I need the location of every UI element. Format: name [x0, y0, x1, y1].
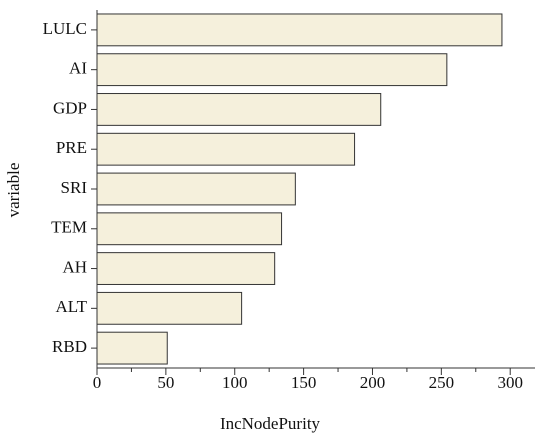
y-tick-label: TEM: [51, 218, 87, 237]
y-tick-label: ALT: [56, 297, 88, 316]
bar: [96, 13, 503, 47]
x-tick-label: 300: [497, 373, 523, 392]
x-tick-label: 250: [429, 373, 455, 392]
x-tick-label: 0: [93, 373, 102, 392]
y-tick-label: RBD: [52, 337, 87, 356]
y-tick-label: PRE: [56, 138, 87, 157]
bar: [96, 291, 243, 325]
x-tick-label: 100: [222, 373, 248, 392]
bar: [96, 212, 283, 246]
y-tick-label: LULC: [43, 19, 87, 38]
y-tick-label: GDP: [53, 98, 87, 117]
bar: [96, 252, 276, 285]
bar: [96, 53, 448, 87]
y-tick-label: AI: [69, 59, 87, 78]
y-tick-label: AH: [62, 257, 87, 276]
bar: [96, 132, 356, 166]
x-tick-label: 150: [291, 373, 317, 392]
bar: [96, 331, 168, 365]
x-tick-label: 50: [157, 373, 174, 392]
y-axis-label: variable: [4, 163, 23, 218]
bar: [96, 172, 296, 206]
y-tick-label: SRI: [61, 178, 88, 197]
x-axis-label: IncNodePurity: [220, 414, 321, 433]
bar: [96, 93, 382, 126]
x-tick-label: 200: [360, 373, 386, 392]
